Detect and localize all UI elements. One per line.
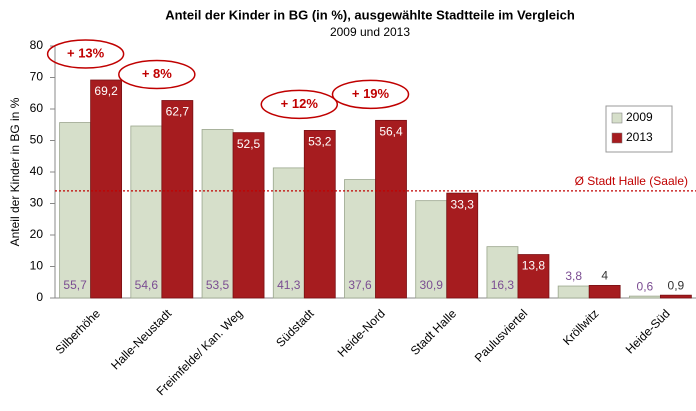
x-tick-label: Halle-Neustadt (108, 306, 174, 372)
y-tick-label: 20 (30, 227, 44, 241)
value-label: 52,5 (237, 137, 261, 151)
legend-label: 2009 (626, 110, 653, 124)
legend-swatch (611, 112, 623, 124)
annotation-ellipse (118, 59, 196, 90)
bar (201, 129, 234, 299)
annotation: + 12% (281, 96, 319, 111)
bar (59, 122, 92, 299)
annotation-ellipse (331, 79, 410, 110)
x-tick-label: Silberhöhe (53, 306, 104, 357)
legend-label: 2013 (626, 130, 653, 144)
y-tick-label: 0 (36, 290, 43, 304)
value-label: 54,6 (135, 278, 159, 292)
annotation: + 19% (352, 86, 390, 101)
bar (517, 254, 550, 299)
value-label: 41,3 (277, 278, 301, 292)
chart-subtitle: 2009 und 2013 (330, 25, 410, 39)
value-label: 53,5 (206, 278, 230, 292)
value-label: 37,6 (348, 278, 372, 292)
value-label: 30,9 (420, 278, 444, 292)
bar (375, 119, 407, 299)
value-label: 0,6 (637, 279, 654, 293)
value-label: 56,4 (379, 125, 403, 139)
y-tick-label: 50 (30, 133, 44, 147)
value-label: 4 (601, 269, 608, 283)
legend-swatch (611, 132, 623, 144)
x-tick-label: Heide-Nord (335, 306, 388, 359)
y-axis-label: Anteil der Kinder in BG in % (8, 97, 22, 246)
value-label: 55,7 (63, 278, 87, 292)
y-tick-label: 80 (30, 38, 44, 52)
value-label: 0,9 (668, 278, 685, 292)
y-tick-label: 40 (30, 164, 44, 178)
bar (628, 295, 661, 299)
value-label: 62,7 (166, 105, 190, 119)
annotation: + 8% (142, 66, 172, 81)
annotation: + 13% (67, 45, 105, 60)
value-label: 3,8 (565, 269, 582, 283)
bar (90, 79, 123, 299)
annotation-ellipse (260, 89, 339, 120)
value-label: 16,3 (491, 278, 515, 292)
x-tick-label: Paulusviertel (472, 306, 530, 364)
reference-label: Ø Stadt Halle (Saale) (575, 174, 688, 188)
y-tick-label: 10 (30, 259, 44, 273)
value-label: 13,8 (522, 259, 546, 273)
bar (130, 125, 163, 299)
bar (588, 284, 621, 299)
value-label: 69,2 (94, 84, 118, 98)
bar (415, 200, 448, 299)
x-tick-label: Heide-Süd (623, 306, 673, 356)
chart-title: Anteil der Kinder in BG (in %), ausgewäh… (165, 7, 575, 22)
value-label: 33,3 (451, 197, 475, 211)
bar (232, 132, 265, 299)
y-tick-label: 30 (30, 196, 44, 210)
bar (557, 285, 590, 299)
value-label: 53,2 (308, 135, 332, 149)
bar (161, 100, 194, 299)
y-tick-label: 70 (30, 70, 44, 84)
y-tick-label: 60 (30, 101, 44, 115)
x-tick-label: Kröllwitz (560, 306, 601, 347)
bar (303, 130, 336, 299)
bar (659, 294, 692, 299)
x-tick-label: Stadt Halle (408, 306, 460, 358)
annotation-ellipse (46, 39, 125, 69)
x-tick-label: Südstadt (273, 306, 317, 350)
bar (446, 192, 479, 299)
